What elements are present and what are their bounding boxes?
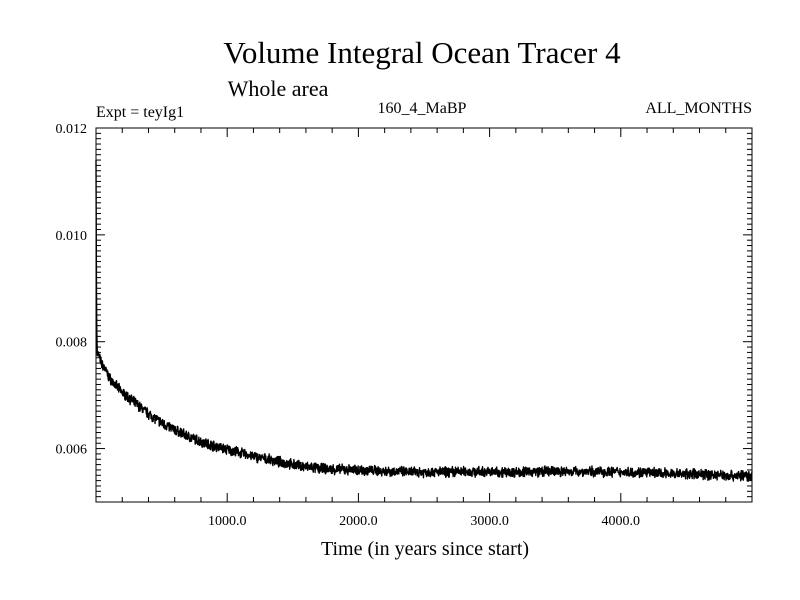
x-tick-label: 3000.0 xyxy=(470,514,509,529)
plot-area: 1000.0 2000.0 3000.0 4000.0 0.006 0.008 0.010 0… xyxy=(56,122,753,529)
run-label: 160_4_MaBP xyxy=(378,100,467,117)
series-line xyxy=(95,160,753,482)
plot-frame xyxy=(95,127,753,503)
y-tick-label: 0.008 xyxy=(56,336,88,351)
y-tick-label: 0.012 xyxy=(56,122,88,137)
x-tick-label: 1000.0 xyxy=(208,514,247,529)
x-axis-label: Time (in years since start) xyxy=(321,538,529,560)
x-tick-label: 2000.0 xyxy=(339,514,378,529)
chart-title: Volume Integral Ocean Tracer 4 xyxy=(223,35,621,70)
x-tick-label: 4000.0 xyxy=(602,514,641,529)
y-tick-label: 0.010 xyxy=(56,229,88,244)
months-label: ALL_MONTHS xyxy=(645,100,752,117)
chart-subtitle: Whole area xyxy=(228,76,329,101)
y-tick-label: 0.006 xyxy=(56,443,88,458)
experiment-label: Expt = teyIg1 xyxy=(96,104,184,121)
